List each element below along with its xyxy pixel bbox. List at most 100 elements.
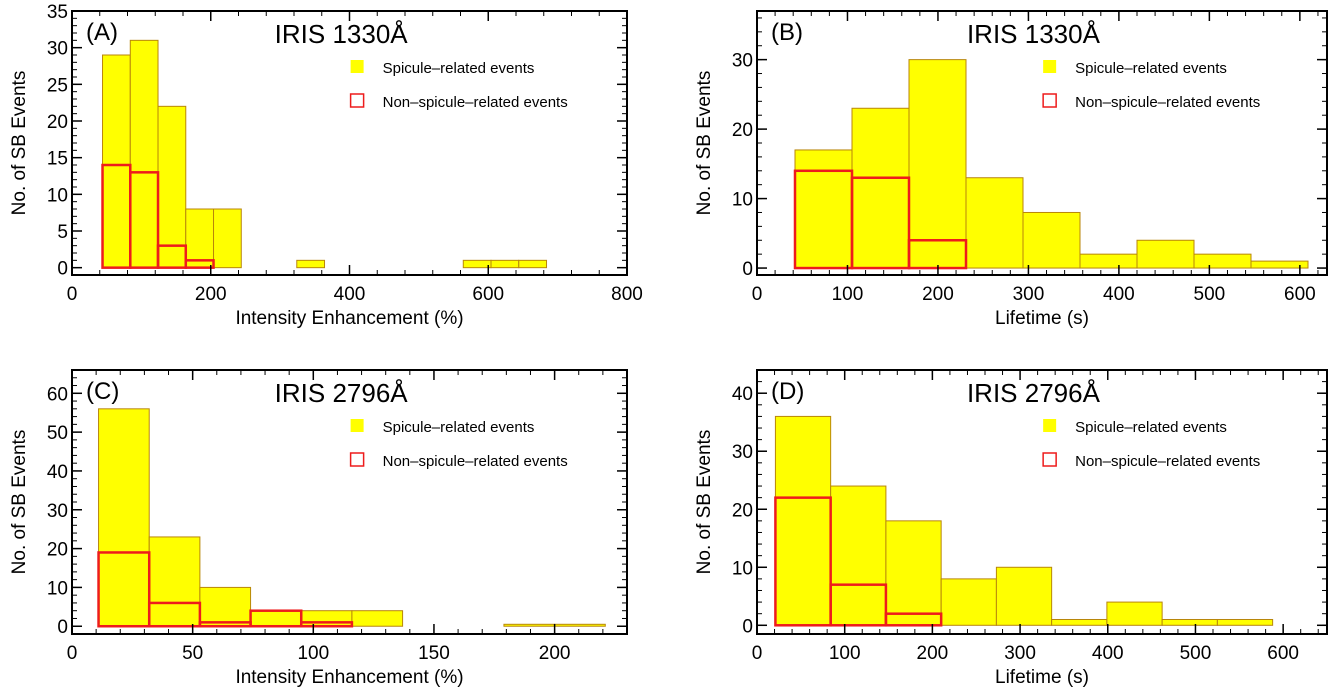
- y-tick-label: 10: [47, 578, 68, 599]
- bar-spicule-5: [995, 566, 1053, 626]
- panel-label: (B): [771, 19, 803, 46]
- bar-spicule-3: [885, 520, 942, 626]
- legend-label-non-spicule: Non–spicule–related events: [1075, 453, 1260, 470]
- panel-label: (A): [86, 19, 118, 46]
- y-axis-title: No. of SB Events: [694, 71, 715, 216]
- x-tick-label: 0: [67, 643, 78, 664]
- legend-label-non-spicule: Non–spicule–related events: [383, 94, 568, 111]
- chart-panel-3: 0 50 100 150 200 0 10 20 30 40 50 60 Intensity Enhan…: [9, 369, 628, 688]
- x-tick-label: 50: [182, 643, 203, 664]
- bar-spicule-8: [554, 623, 606, 627]
- bar-spicule-8: [1161, 618, 1218, 626]
- x-tick-label: 600: [1267, 643, 1299, 664]
- panel-label: (D): [771, 378, 804, 405]
- bar-non-spicule-5: [299, 621, 354, 628]
- bar-non-spicule-3: [156, 244, 188, 269]
- panel-title: IRIS 2796Å: [967, 378, 1101, 408]
- x-tick-label: 500: [1180, 643, 1212, 664]
- x-tick-label: 0: [752, 643, 763, 664]
- bar-non-spicule-4: [249, 609, 303, 628]
- y-tick-label: 20: [732, 500, 753, 521]
- x-tick-label: 0: [67, 284, 78, 305]
- legend-swatch-spicule: [1043, 419, 1057, 432]
- legend-label-non-spicule: Non–spicule–related events: [1075, 94, 1260, 111]
- legend-swatch-non-spicule: [349, 93, 365, 108]
- bar-spicule-1: [794, 149, 853, 269]
- bar-spicule-3: [199, 586, 252, 627]
- legend-swatch-spicule: [350, 60, 364, 73]
- chart-panel-1: 0 200 400 600 800 0 5 10 15 20 25 30 35 Intensity Enh…: [9, 2, 643, 329]
- x-tick-label: 100: [829, 643, 861, 664]
- y-tick-label: 30: [47, 39, 68, 60]
- x-tick-label: 600: [472, 284, 504, 305]
- y-tick-label: 50: [47, 423, 68, 444]
- bar-spicule-1: [98, 408, 150, 627]
- bar-non-spicule-2: [829, 583, 888, 627]
- bar-non-spicule-3: [884, 612, 943, 627]
- legend-label-spicule: Spicule–related events: [1075, 419, 1227, 436]
- bar-non-spicule-4: [184, 259, 215, 269]
- y-tick-label: 5: [57, 222, 68, 243]
- y-tick-label: 30: [732, 51, 753, 72]
- y-tick-label: 30: [47, 501, 68, 522]
- bar-spicule-4: [965, 177, 1024, 269]
- y-axis-title: No. of SB Events: [694, 430, 715, 575]
- x-tick-label: 100: [832, 284, 864, 305]
- bar-spicule-4: [250, 610, 302, 627]
- y-tick-label: 25: [47, 75, 68, 96]
- bar-spicule-5: [300, 610, 353, 627]
- x-tick-label: 200: [195, 284, 227, 305]
- legend-swatch-non-spicule: [1042, 93, 1057, 108]
- x-tick-label: 400: [334, 284, 366, 305]
- bar-spicule-7: [1136, 239, 1195, 269]
- y-tick-label: 30: [732, 442, 753, 463]
- bar-spicule-2: [851, 107, 910, 269]
- x-tick-label: 200: [922, 284, 954, 305]
- chart-panel-4: 0 100 200 300 400 500 600 0 10 20 30 40 Lifetime (s)…: [694, 369, 1328, 688]
- x-axis-title: Intensity Enhancement (%): [235, 308, 463, 329]
- bar-spicule-9: [1250, 260, 1309, 269]
- bar-spicule-2: [148, 536, 201, 627]
- bar-spicule-7: [503, 623, 556, 627]
- bar-non-spicule-2: [850, 176, 911, 270]
- bar-spicule-5: [213, 208, 242, 269]
- legend-swatch-non-spicule: [1042, 452, 1057, 467]
- legend-label-non-spicule: Non–spicule–related events: [383, 453, 568, 470]
- bar-spicule-2: [830, 485, 887, 626]
- x-tick-label: 400: [1103, 284, 1135, 305]
- bar-spicule-3: [157, 105, 187, 269]
- bar-spicule-6: [296, 259, 326, 269]
- x-tick-label: 100: [297, 643, 329, 664]
- x-tick-label: 300: [1013, 284, 1045, 305]
- x-axis-title: Lifetime (s): [995, 308, 1089, 329]
- bar-non-spicule-2: [147, 601, 202, 628]
- y-axis-title: No. of SB Events: [9, 430, 30, 575]
- bar-spicule-2: [129, 39, 159, 269]
- x-tick-label: 600: [1284, 284, 1316, 305]
- x-tick-label: 200: [917, 643, 949, 664]
- y-tick-label: 40: [47, 462, 68, 483]
- bar-spicule-1: [774, 415, 832, 626]
- bar-spicule-6: [351, 610, 404, 627]
- bar-spicule-8: [490, 259, 520, 269]
- bar-spicule-7: [462, 259, 492, 269]
- legend-swatch-spicule: [350, 419, 364, 432]
- bar-spicule-1: [102, 54, 131, 269]
- bar-non-spicule-2: [129, 171, 160, 269]
- x-tick-label: 500: [1194, 284, 1226, 305]
- y-tick-label: 40: [732, 384, 753, 405]
- bar-non-spicule-1: [774, 496, 832, 627]
- bar-spicule-3: [908, 59, 967, 269]
- y-tick-label: 35: [47, 2, 68, 23]
- legend-label-spicule: Spicule–related events: [383, 419, 535, 436]
- x-tick-label: 300: [1004, 643, 1036, 664]
- y-tick-label: 10: [47, 185, 68, 206]
- bar-spicule-9: [1216, 618, 1274, 626]
- x-tick-label: 200: [539, 643, 571, 664]
- legend-label-spicule: Spicule–related events: [383, 60, 535, 77]
- legend-swatch-spicule: [1043, 60, 1057, 73]
- y-tick-label: 0: [57, 617, 68, 638]
- plot-frame: [756, 369, 1328, 635]
- panel-label: (C): [86, 378, 119, 405]
- y-tick-label: 0: [57, 259, 68, 280]
